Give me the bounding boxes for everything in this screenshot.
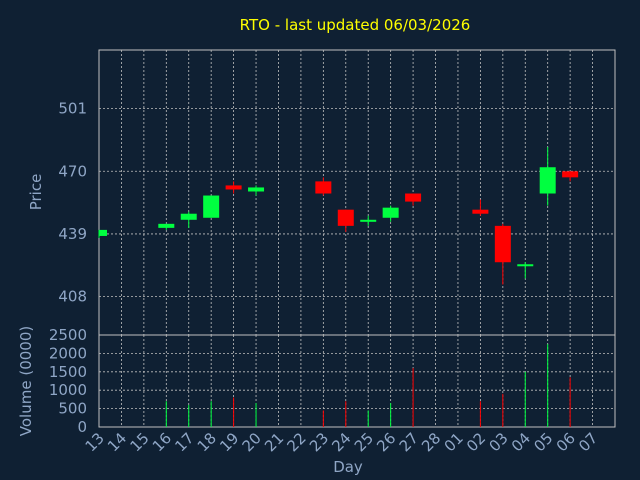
volume-tick-label: 1500 <box>49 363 87 381</box>
price-tick-labels: 408 439 470 501 <box>58 100 87 306</box>
candle-body <box>337 209 354 226</box>
candle-body <box>99 229 107 236</box>
candle-body <box>382 207 399 218</box>
volume-axis-label: Volume (0000) <box>17 326 35 436</box>
candle-body <box>203 195 220 218</box>
price-tick-label: 501 <box>58 100 87 118</box>
candle-body <box>180 213 197 220</box>
volume-tick-label: 2000 <box>49 344 87 362</box>
volume-bars-group <box>165 344 571 427</box>
candle-body <box>494 225 511 263</box>
x-tick-label: 07 <box>575 429 601 455</box>
candle-body <box>517 264 534 267</box>
candle-body <box>539 167 556 194</box>
price-tick-label: 408 <box>58 288 87 306</box>
volume-panel-frame <box>98 334 616 428</box>
price-panel-frame <box>98 49 616 336</box>
volume-grid <box>98 335 615 427</box>
volume-tick-label: 500 <box>58 400 87 418</box>
candles-group <box>98 147 579 285</box>
candle-body <box>158 223 175 228</box>
candle-body <box>472 209 489 214</box>
price-tick-label: 439 <box>58 225 87 243</box>
volume-tick-label: 2500 <box>49 326 87 344</box>
volume-tick-label: 1000 <box>49 381 87 399</box>
volume-tick-label: 0 <box>77 418 87 436</box>
price-grid <box>98 50 615 335</box>
chart-title: RTO - last updated 06/03/2026 <box>240 16 471 34</box>
candle-body <box>225 185 242 190</box>
price-axis-label: Price <box>27 174 45 211</box>
candle-body <box>562 171 579 178</box>
price-tick-label: 470 <box>58 162 87 180</box>
candle-body <box>248 187 265 192</box>
candle-body <box>360 219 377 222</box>
x-axis-label: Day <box>333 458 363 476</box>
candle-body <box>405 193 422 202</box>
x-tick-labels: 1314151617181920212223242526272801020304… <box>82 429 602 455</box>
candle-body <box>315 181 332 194</box>
